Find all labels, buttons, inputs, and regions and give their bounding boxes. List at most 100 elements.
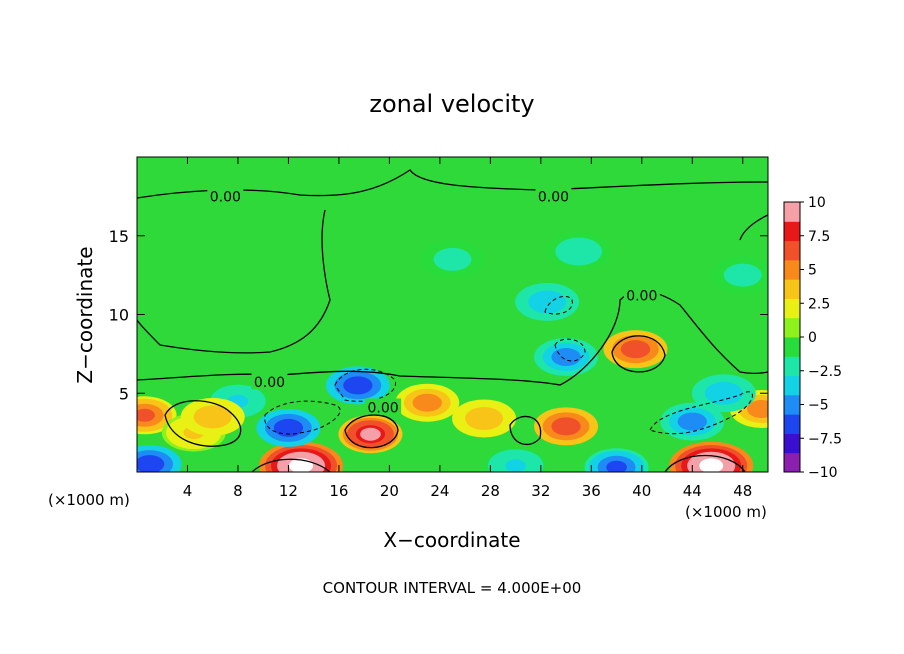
contour-patch-2 bbox=[509, 415, 542, 446]
colorbar-label: 7.5 bbox=[808, 229, 830, 245]
colorbar-label: −10 bbox=[808, 465, 838, 481]
contour-label: 0.00 bbox=[254, 375, 285, 391]
colorbar-swatch bbox=[784, 259, 800, 280]
neg-contour-1 bbox=[544, 296, 573, 315]
colorbar-label: −2.5 bbox=[808, 364, 842, 380]
colorbar-swatch bbox=[784, 414, 800, 434]
plot-area: 0.00 0.00 0.00 0.00 0.00 bbox=[136, 156, 769, 473]
y-tick-label: 5 bbox=[119, 384, 129, 403]
colorbar-label: 5 bbox=[808, 263, 817, 279]
colorbar-label: 2.5 bbox=[808, 296, 830, 312]
field-level bbox=[416, 396, 438, 410]
field-level bbox=[568, 245, 590, 258]
contour-patch-3 bbox=[739, 214, 768, 241]
contour-jet-left bbox=[251, 458, 331, 472]
velocity-field bbox=[137, 232, 768, 472]
x-tick-label: 40 bbox=[632, 482, 651, 500]
contour-max-center bbox=[344, 414, 399, 449]
x-tick-label: 4 bbox=[183, 482, 193, 500]
contour-label: 0.00 bbox=[538, 189, 569, 205]
field-feature-11 bbox=[325, 366, 390, 405]
field-level bbox=[505, 459, 526, 472]
x-tick-label: 12 bbox=[279, 482, 298, 500]
contour-patch-1 bbox=[164, 400, 242, 447]
colorbar-swatch bbox=[784, 202, 800, 222]
x-tick-label: 8 bbox=[233, 482, 243, 500]
negative-contours bbox=[264, 296, 753, 435]
x-tick-label: 48 bbox=[733, 482, 752, 500]
field-level bbox=[625, 342, 646, 356]
field-level bbox=[751, 402, 768, 416]
x-tick-label: 44 bbox=[683, 482, 702, 500]
colorbar: 10 7.5 5 2.5 0 −2.5 −5 −7.5 −10 bbox=[783, 195, 842, 481]
colorbar-swatch bbox=[784, 452, 800, 473]
colorbar-label: −7.5 bbox=[808, 431, 842, 447]
field-level bbox=[202, 410, 224, 424]
contour-label-bg bbox=[535, 187, 572, 204]
field-feature-3 bbox=[603, 330, 668, 369]
contour-label-bg bbox=[251, 373, 288, 390]
field-level bbox=[360, 427, 381, 441]
x-axis-label: X−coordinate bbox=[383, 528, 520, 552]
x-tick-label: 20 bbox=[380, 482, 399, 500]
colorbar-label: −5 bbox=[808, 398, 829, 414]
neg-contour-3 bbox=[649, 391, 753, 435]
field-level bbox=[681, 415, 703, 429]
x-tick-label: 16 bbox=[329, 482, 348, 500]
field-level bbox=[713, 386, 735, 400]
colorbar-swatch bbox=[784, 240, 800, 261]
field-feature-6 bbox=[395, 383, 460, 422]
colorbar-swatch bbox=[784, 279, 800, 299]
chart-title: zonal velocity bbox=[369, 90, 534, 118]
contour-label: 0.00 bbox=[626, 289, 657, 305]
field-level bbox=[289, 458, 314, 472]
x-tick-label: 28 bbox=[481, 482, 500, 500]
field-feature-7 bbox=[452, 399, 517, 438]
zero-contour-mid bbox=[137, 209, 331, 354]
contour-label: 0.00 bbox=[368, 400, 399, 416]
neg-contour-2 bbox=[554, 338, 586, 362]
colorbar-swatch bbox=[784, 298, 800, 319]
x-tick-label: 24 bbox=[430, 482, 449, 500]
field-level bbox=[555, 419, 577, 433]
field-feature-18 bbox=[483, 446, 548, 472]
field-level bbox=[536, 295, 558, 309]
colorbar-swatch bbox=[784, 394, 800, 415]
colorbar-label: 0 bbox=[808, 330, 817, 346]
contour-labels: 0.00 0.00 0.00 0.00 0.00 bbox=[207, 187, 660, 416]
field-feature-15 bbox=[691, 374, 756, 413]
field-level bbox=[137, 408, 155, 422]
colorbar-swatch bbox=[784, 317, 800, 338]
contour-interval-note: CONTOUR INTERVAL = 4.000E+00 bbox=[323, 579, 582, 597]
field-level bbox=[555, 350, 577, 364]
y-axis-ticks: 5 10 15 bbox=[109, 227, 768, 403]
field-feature-16 bbox=[137, 445, 182, 472]
field-level bbox=[442, 252, 463, 266]
colorbar-swatch bbox=[784, 337, 800, 357]
field-level bbox=[278, 421, 299, 435]
contour-jet-right bbox=[664, 454, 746, 472]
field-feature-23 bbox=[710, 256, 768, 295]
y-tick-label: 10 bbox=[109, 306, 129, 325]
contour-max-right bbox=[611, 335, 666, 373]
field-feature-12 bbox=[534, 338, 599, 377]
colorbar-swatch bbox=[784, 375, 800, 396]
field-level bbox=[347, 378, 369, 392]
field-feature-17 bbox=[584, 448, 649, 472]
field-level bbox=[732, 268, 754, 282]
y-axis-label: Z−coordinate bbox=[73, 246, 97, 383]
colorbar-swatch bbox=[784, 356, 800, 377]
colorbar-swatch bbox=[784, 433, 800, 454]
field-feature-1 bbox=[669, 441, 754, 472]
field-level bbox=[139, 457, 160, 471]
zero-contour-upper bbox=[137, 169, 768, 199]
field-feature-13 bbox=[515, 282, 580, 321]
field-feature-10 bbox=[256, 408, 321, 447]
field-feature-4 bbox=[534, 407, 599, 446]
contour-label-bg bbox=[623, 286, 660, 303]
field-feature-22 bbox=[546, 232, 611, 271]
x-unit-right: (×1000 m) bbox=[685, 503, 767, 521]
x-axis-ticks: 4 8 12 16 20 24 28 32 36 40 44 48 bbox=[183, 157, 752, 500]
field-feature-21 bbox=[420, 240, 485, 279]
